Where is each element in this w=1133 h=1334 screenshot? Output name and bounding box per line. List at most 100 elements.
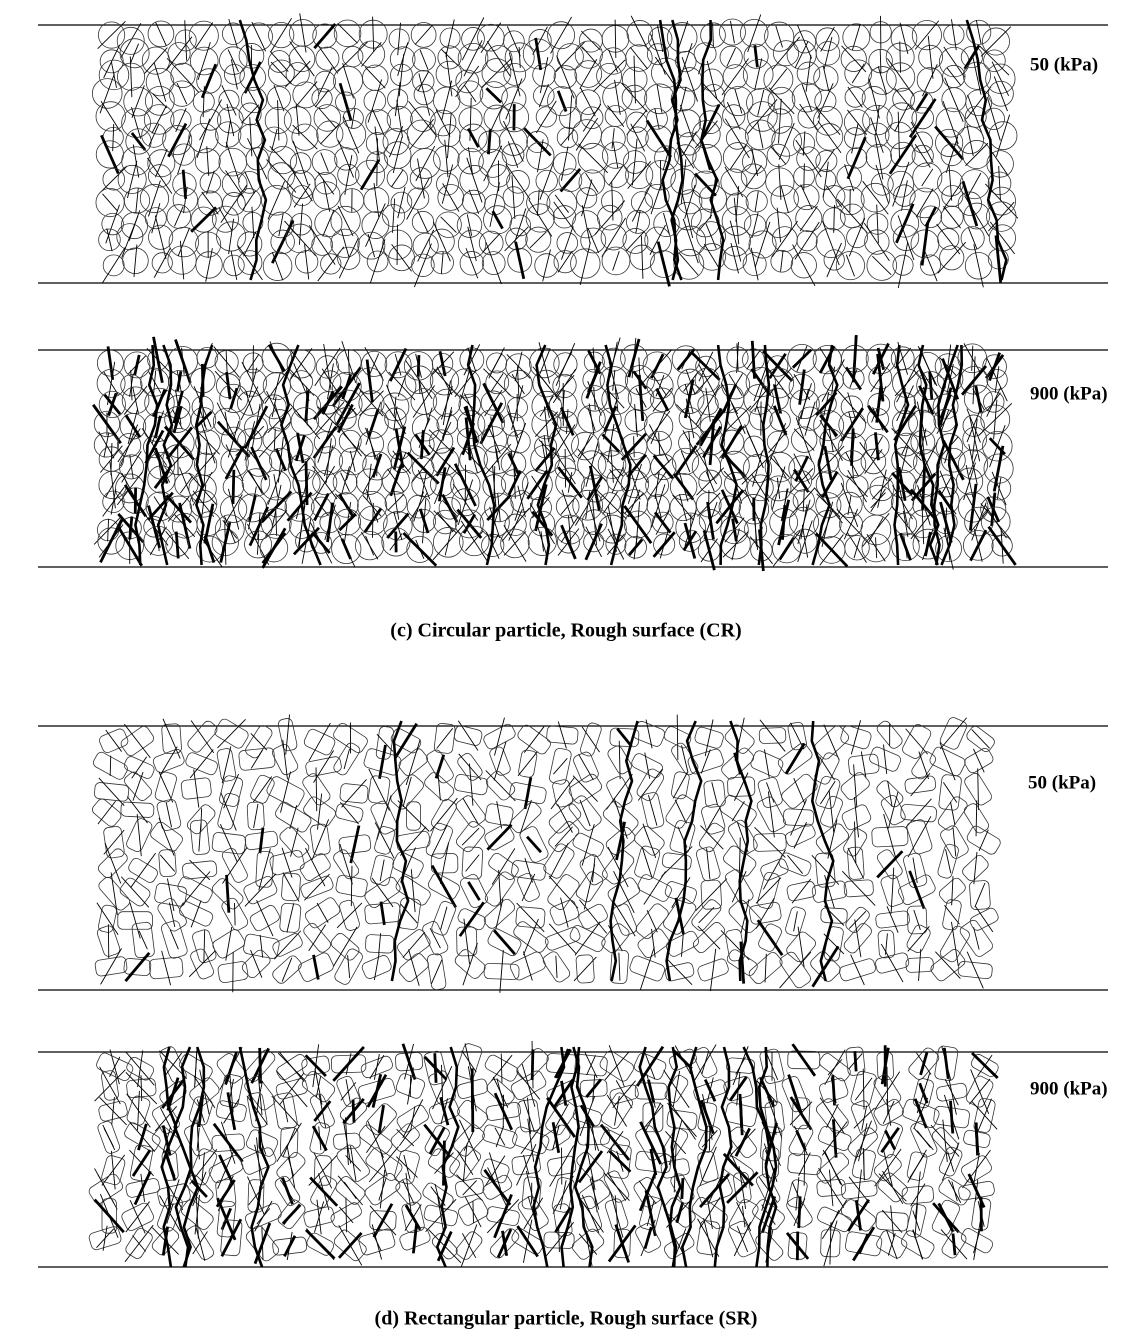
contact-force (98, 801, 116, 824)
contact-force (285, 61, 310, 87)
contact-force (697, 468, 724, 495)
contact-force (483, 234, 500, 253)
contact-force (555, 195, 568, 213)
contact-force (500, 950, 504, 993)
contact-force (582, 727, 599, 752)
contact-force (974, 529, 982, 562)
contact-force (910, 99, 935, 137)
contact-force (654, 455, 673, 478)
contact-force (287, 1232, 292, 1260)
contact-force (351, 866, 352, 906)
contact-force (882, 1171, 902, 1204)
contact-force (458, 721, 478, 751)
contact-force (251, 733, 267, 750)
contact-force (398, 23, 401, 55)
contact-force (392, 244, 412, 271)
contact-force (245, 171, 255, 193)
contact-force (994, 446, 1003, 491)
contact-force (122, 216, 138, 258)
contact-force (654, 532, 675, 557)
contact-force (433, 222, 450, 262)
contact-force (260, 935, 263, 958)
contact-force (491, 106, 503, 131)
contact-force (487, 495, 510, 520)
contact-force (849, 911, 866, 928)
contact-force (491, 373, 503, 391)
contact-force (880, 49, 881, 73)
contact-force (410, 119, 434, 149)
contact-force (603, 492, 618, 515)
contact-force (316, 767, 317, 811)
contact-force (271, 62, 292, 84)
contact-force (100, 166, 127, 192)
contact-force (706, 223, 717, 248)
contact-force (462, 828, 479, 845)
contact-force (755, 45, 758, 67)
contact-force (309, 723, 331, 761)
contact-force (160, 747, 177, 776)
contact-force (989, 527, 1016, 565)
contact-force (851, 720, 860, 754)
pressure-label: 50 (kPa) (1030, 54, 1098, 75)
contact-force (252, 22, 266, 51)
contact-force (370, 239, 385, 283)
contact-force (695, 121, 717, 148)
contact-force (348, 349, 349, 374)
contact-force (944, 47, 965, 77)
contact-force (447, 113, 451, 158)
contact-force (368, 1075, 386, 1107)
contact-force (551, 17, 572, 54)
contact-force (108, 519, 109, 542)
contact-force (794, 778, 805, 804)
contact-force (608, 105, 624, 126)
contact-force (976, 1126, 978, 1152)
contact-force (638, 769, 662, 800)
contact-force (432, 866, 456, 908)
contact-force (698, 926, 720, 949)
contact-force (284, 221, 315, 256)
contact-force (696, 879, 727, 911)
contact-force (131, 853, 156, 888)
contact-force (489, 348, 505, 379)
contact-force (973, 749, 984, 773)
contact-force (758, 121, 763, 148)
contact-force (800, 206, 817, 231)
contact-force (755, 827, 786, 857)
contact-force (549, 924, 576, 954)
contact-force (494, 930, 515, 954)
contact-force (919, 752, 929, 779)
contact-force (220, 824, 237, 862)
contact-force (619, 953, 620, 981)
contact-force (169, 903, 174, 927)
contact-force (763, 850, 785, 890)
contact-force (463, 943, 478, 985)
contact-force (781, 251, 783, 271)
contact-force (908, 926, 930, 951)
contact-force (812, 855, 839, 884)
contact-force (437, 728, 453, 748)
contact-force (515, 208, 526, 242)
contact-force (227, 875, 229, 913)
contact-force (393, 199, 395, 233)
contact-force (524, 1198, 543, 1229)
contact-force (854, 764, 857, 807)
contact-force (106, 205, 120, 244)
contact-force (195, 1048, 198, 1088)
contact-force (314, 955, 319, 980)
contact-force (561, 146, 568, 180)
contact-force (916, 1053, 931, 1075)
contact-force (407, 1068, 413, 1105)
contact-force (539, 84, 548, 107)
contact-force (559, 351, 572, 377)
contact-force (195, 23, 213, 49)
contact-force (949, 166, 952, 201)
contact-force (933, 1203, 959, 1232)
contact-force (972, 1053, 998, 1078)
pressure-label: 900 (kPa) (1030, 1078, 1108, 1099)
contact-force (972, 729, 990, 748)
contact-force (523, 919, 538, 955)
contact-force (882, 1210, 902, 1233)
contact-force (260, 828, 263, 853)
contact-force (352, 108, 355, 128)
contact-force (469, 190, 479, 214)
